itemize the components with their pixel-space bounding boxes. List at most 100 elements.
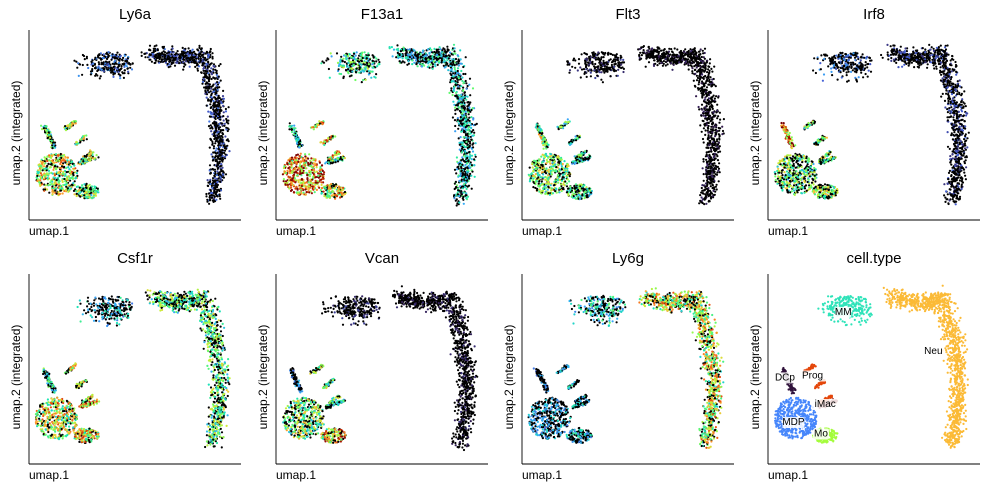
cell-point bbox=[288, 125, 291, 128]
cell-point bbox=[204, 59, 208, 62]
cell-point bbox=[198, 46, 201, 50]
cell-point bbox=[89, 149, 92, 152]
cell-point bbox=[466, 146, 469, 149]
cell-point bbox=[131, 62, 134, 65]
cell-point bbox=[461, 79, 464, 83]
cell-point bbox=[714, 185, 717, 188]
cell-point bbox=[215, 72, 218, 75]
cell-point bbox=[311, 185, 314, 188]
cell-point bbox=[203, 62, 206, 65]
cell-point bbox=[67, 190, 70, 193]
cell-point bbox=[360, 52, 363, 55]
cell-point bbox=[309, 170, 312, 173]
cell-point bbox=[75, 194, 78, 198]
cell-point bbox=[465, 192, 468, 195]
cell-point bbox=[315, 170, 318, 173]
cell-point bbox=[63, 177, 66, 181]
cell-point bbox=[718, 145, 721, 148]
cell-point bbox=[397, 49, 400, 52]
cell-point bbox=[460, 85, 463, 88]
cell-point bbox=[336, 189, 339, 192]
cell-point bbox=[206, 198, 209, 201]
cell-point bbox=[705, 168, 708, 171]
cell-point bbox=[92, 151, 95, 154]
cell-point bbox=[354, 71, 358, 74]
cell-point bbox=[205, 62, 208, 65]
cell-point bbox=[290, 166, 293, 169]
cell-point bbox=[350, 55, 353, 59]
cell-point bbox=[286, 183, 289, 186]
cell-point bbox=[168, 60, 171, 63]
cell-point bbox=[219, 197, 222, 200]
cell-point bbox=[466, 185, 469, 188]
cell-point bbox=[184, 60, 188, 63]
cell-point bbox=[295, 133, 298, 137]
cell-point bbox=[209, 90, 212, 93]
cell-point bbox=[469, 161, 472, 164]
cell-point bbox=[299, 140, 302, 143]
cell-point bbox=[224, 147, 227, 150]
cell-point bbox=[717, 133, 720, 136]
cell-point bbox=[457, 122, 460, 125]
cell-point bbox=[223, 151, 226, 155]
cell-point bbox=[179, 59, 182, 62]
cell-point bbox=[191, 48, 194, 51]
cell-point bbox=[212, 68, 215, 71]
cell-point bbox=[115, 57, 119, 60]
cell-point bbox=[226, 115, 229, 118]
cell-point bbox=[216, 116, 219, 119]
cell-point bbox=[204, 56, 207, 60]
cell-point bbox=[332, 184, 336, 187]
cell-point bbox=[457, 106, 461, 109]
cell-point bbox=[460, 190, 463, 193]
cell-point bbox=[717, 115, 720, 118]
cell-point bbox=[309, 162, 312, 165]
cell-point bbox=[181, 54, 184, 57]
cell-point bbox=[443, 66, 446, 69]
cell-point bbox=[295, 156, 298, 159]
cell-point bbox=[222, 115, 225, 118]
cell-point bbox=[334, 161, 337, 164]
cell-point bbox=[315, 164, 318, 167]
cell-point bbox=[466, 138, 469, 141]
cell-point bbox=[469, 110, 472, 113]
cell-point bbox=[41, 169, 44, 172]
cell-point bbox=[456, 87, 459, 90]
cell-point bbox=[300, 192, 303, 195]
cell-point bbox=[208, 120, 211, 123]
cell-point bbox=[352, 64, 355, 67]
cell-point bbox=[204, 52, 207, 55]
cell-point bbox=[114, 59, 117, 63]
cell-point bbox=[326, 140, 329, 143]
cell-point bbox=[102, 57, 105, 60]
cell-point bbox=[97, 61, 100, 64]
cell-point bbox=[461, 118, 465, 121]
cell-point bbox=[116, 66, 119, 69]
cell-point bbox=[460, 147, 464, 150]
cell-point bbox=[437, 60, 440, 63]
cell-point bbox=[219, 173, 222, 176]
cell-point bbox=[308, 169, 311, 172]
cell-point bbox=[339, 196, 342, 199]
cell-point bbox=[464, 56, 467, 59]
cell-point bbox=[350, 63, 353, 66]
cell-point bbox=[432, 60, 435, 63]
cell-point bbox=[286, 162, 289, 165]
cell-point bbox=[465, 87, 468, 90]
cell-point bbox=[356, 63, 359, 66]
cell-point bbox=[201, 58, 204, 61]
cell-point bbox=[467, 160, 470, 163]
cell-point bbox=[215, 177, 218, 180]
cell-point bbox=[66, 156, 69, 159]
cell-point bbox=[362, 61, 365, 64]
cell-point bbox=[212, 90, 216, 93]
cell-point bbox=[213, 151, 216, 154]
cell-point bbox=[439, 48, 442, 51]
cell-point bbox=[310, 157, 313, 160]
cell-point bbox=[123, 65, 126, 68]
cell-point bbox=[123, 69, 126, 72]
cell-point bbox=[718, 111, 721, 114]
cell-point bbox=[84, 188, 87, 191]
